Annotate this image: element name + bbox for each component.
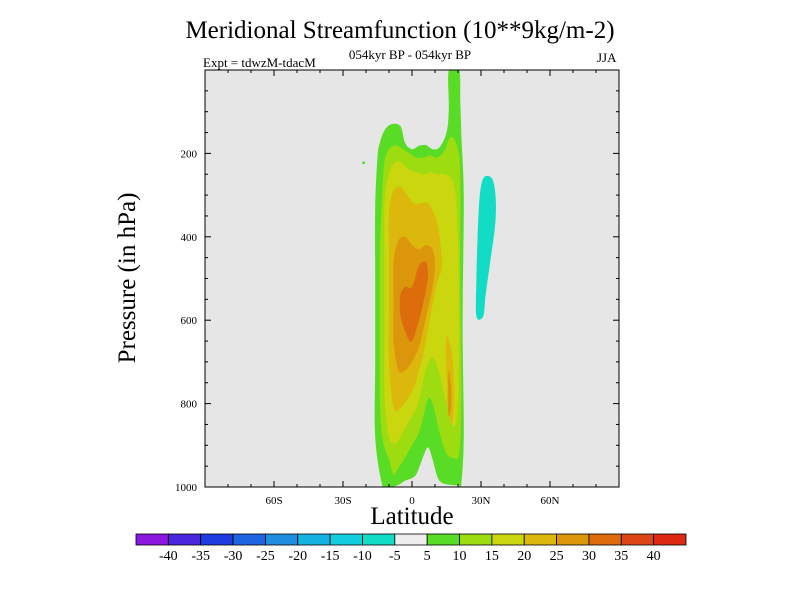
colorbar-label: -30 <box>224 549 243 564</box>
colorbar-swatch <box>265 533 299 546</box>
colorbar-swatch <box>232 533 266 546</box>
colorbar-swatch <box>620 533 655 546</box>
x-tick-label: 0 <box>409 495 415 507</box>
y-tick-label: 600 <box>181 315 198 327</box>
colorbar-label: 20 <box>517 549 531 564</box>
colorbar-swatch <box>329 533 363 546</box>
colorbar-label: 25 <box>550 549 564 564</box>
contour-region-speck <box>362 161 366 165</box>
x-axis-label: Latitude <box>370 503 454 530</box>
colorbar-label: 15 <box>485 549 499 564</box>
colorbar-label: -40 <box>159 549 178 564</box>
x-tick-label: 60N <box>541 495 560 507</box>
colorbar-label: -10 <box>353 549 372 564</box>
x-tick-label: 30S <box>334 495 351 507</box>
colorbar-swatch <box>459 533 493 546</box>
colorbar-swatch <box>653 533 687 546</box>
y-tick-label: 1000 <box>175 482 198 494</box>
y-tick-label: 200 <box>181 148 198 160</box>
colorbar-label: 30 <box>582 549 596 564</box>
colorbar-label: -20 <box>288 549 307 564</box>
colorbar-swatch <box>167 533 202 546</box>
chart-title: Meridional Streamfunction (10**9kg/m-2) <box>185 17 615 44</box>
y-tick-label: 800 <box>181 399 198 411</box>
colorbar-swatch <box>523 533 557 546</box>
colorbar-label: 35 <box>614 549 628 564</box>
colorbar-swatch <box>394 533 428 546</box>
contour-fill-group <box>362 70 496 487</box>
x-tick-label: 30N <box>472 495 491 507</box>
colorbar-label: -5 <box>389 549 401 564</box>
colorbar-swatch <box>556 533 590 546</box>
colorbar-label: 10 <box>453 549 467 564</box>
contour-region-positive-25-30-south <box>447 369 452 417</box>
chart-subtitle: 054kyr BP - 054kyr BP <box>348 47 472 62</box>
colorbar-label: -15 <box>321 549 340 564</box>
y-tick-label: 400 <box>181 232 198 244</box>
colorbar-label: -35 <box>191 549 210 564</box>
colorbar-label: 5 <box>424 549 431 564</box>
colorbar-label: -25 <box>256 549 275 564</box>
colorbar-swatch <box>297 533 331 546</box>
contour-region-negative-5-10 <box>475 175 496 320</box>
colorbar-swatch <box>491 533 525 546</box>
colorbar-swatch <box>588 533 622 546</box>
colorbar-swatch <box>200 533 234 546</box>
season-label: JJA <box>597 50 617 65</box>
colorbar-swatch <box>135 533 169 546</box>
x-tick-label: 60S <box>265 495 282 507</box>
colorbar-swatch <box>362 533 396 546</box>
colorbar-swatch <box>426 533 460 546</box>
experiment-label: Expt = tdwzM-tdacM <box>203 55 316 70</box>
colorbar-label: 40 <box>647 549 661 564</box>
contour-region-positive-30-35 <box>399 261 429 342</box>
